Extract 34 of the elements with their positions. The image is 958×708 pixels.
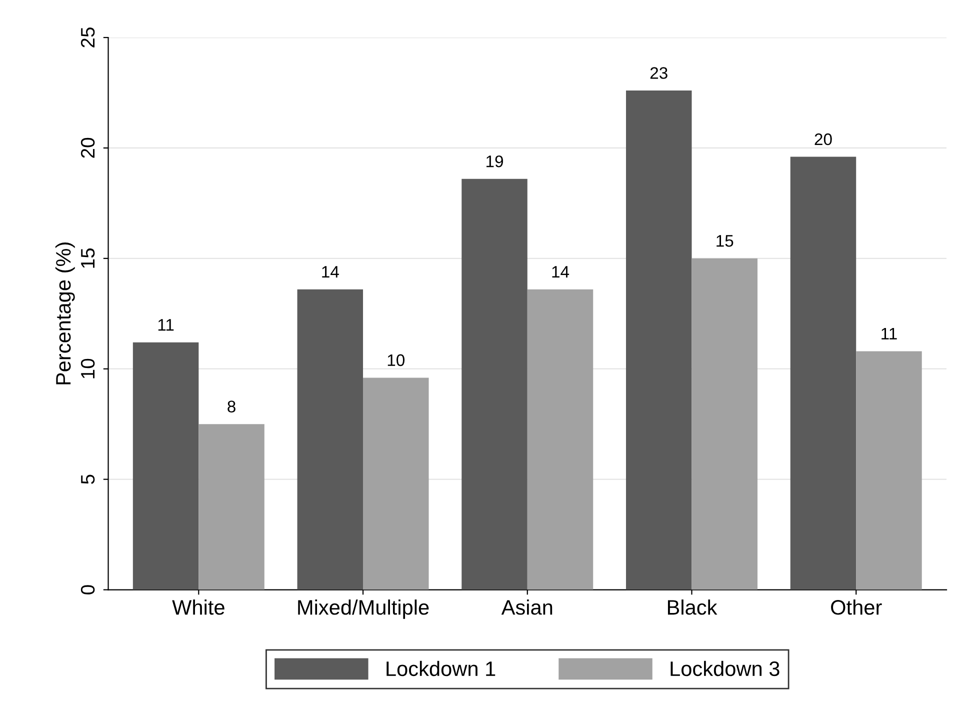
y-tick-label: 20 bbox=[80, 138, 95, 158]
data-label: 19 bbox=[486, 155, 503, 168]
x-tick-label: Asian bbox=[501, 599, 552, 615]
y-axis-title: Percentage (%) bbox=[55, 242, 75, 384]
y-tick-label: 0 bbox=[80, 585, 95, 594]
bar bbox=[132, 342, 199, 590]
x-tick-label: White bbox=[172, 599, 224, 615]
y-tick-label: 10 bbox=[80, 358, 95, 378]
bar bbox=[462, 178, 528, 590]
bar bbox=[626, 90, 692, 590]
legend-label: Lockdown 1 bbox=[386, 660, 496, 676]
y-tick-label: 5 bbox=[81, 474, 95, 484]
bar bbox=[363, 378, 429, 590]
bar bbox=[297, 289, 364, 590]
y-tick-label: 15 bbox=[81, 248, 95, 268]
data-label: 23 bbox=[650, 67, 668, 79]
data-label: 11 bbox=[158, 319, 174, 331]
legend-label: Lockdown 3 bbox=[670, 660, 780, 676]
bar bbox=[692, 258, 758, 590]
data-label: 10 bbox=[388, 354, 405, 366]
data-label: 14 bbox=[552, 266, 570, 278]
x-tick-label: Black bbox=[668, 599, 718, 615]
x-tick-label: Mixed/Multiple bbox=[298, 599, 429, 619]
data-label: 15 bbox=[716, 235, 734, 247]
bar bbox=[790, 156, 856, 590]
bar bbox=[198, 424, 264, 590]
bar bbox=[527, 289, 594, 590]
data-label: 8 bbox=[228, 400, 236, 412]
data-label: 20 bbox=[814, 133, 832, 146]
data-label: 11 bbox=[882, 328, 897, 340]
x-tick-label: Other bbox=[831, 599, 882, 615]
y-tick-label: 25 bbox=[80, 28, 95, 48]
data-label: 14 bbox=[322, 266, 339, 278]
bar bbox=[856, 351, 922, 590]
